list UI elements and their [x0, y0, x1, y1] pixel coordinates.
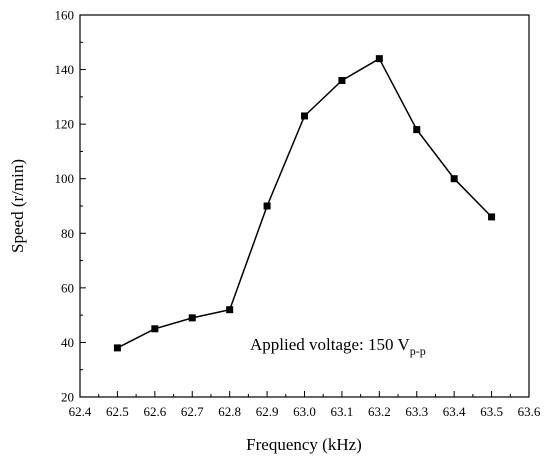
data-point-marker: [488, 213, 496, 221]
x-tick-label: 62.9: [256, 404, 279, 419]
y-tick-label: 120: [55, 117, 75, 132]
y-axis-title: Speed (r/min): [8, 159, 27, 253]
data-point-marker: [375, 55, 383, 63]
x-tick-label: 62.6: [143, 404, 166, 419]
x-tick-label: 62.8: [218, 404, 241, 419]
applied-voltage-annotation: Applied voltage: 150 Vp-p: [250, 335, 426, 358]
series-line: [117, 57, 493, 349]
data-point-marker: [151, 325, 159, 333]
x-tick-label: 62.5: [106, 404, 129, 419]
y-tick-label: 160: [55, 8, 75, 23]
x-tick-label: 63.3: [405, 404, 428, 419]
x-tick-label: 63.0: [293, 404, 316, 419]
y-axis-ticks: 20 40 60 80 100 120 140 160: [55, 8, 86, 405]
annotation-main: Applied voltage: 150 V: [250, 335, 410, 354]
series-markers: [113, 55, 496, 352]
y-tick-label: 100: [55, 171, 75, 186]
x-tick-label: 63.1: [331, 404, 354, 419]
y-tick-label: 40: [61, 335, 74, 350]
x-axis-title: Frequency (kHz): [246, 435, 362, 454]
y-tick-label: 80: [61, 226, 74, 241]
x-axis-ticks: 62.4 62.5 62.6 62.7 62.8 62.9 63.0 63.1 63.2 63.3…: [69, 391, 541, 419]
y-tick-label: 140: [55, 62, 75, 77]
data-point-marker: [450, 175, 458, 183]
x-tick-label: 63.4: [443, 404, 466, 419]
data-point-marker: [413, 126, 421, 134]
x-tick-label: 63.2: [368, 404, 391, 419]
data-point-marker: [226, 306, 234, 314]
x-tick-label: 62.4: [69, 404, 92, 419]
data-point-marker: [113, 344, 121, 352]
annotation-subscript: p-p: [410, 344, 426, 358]
x-tick-label: 63.5: [480, 404, 503, 419]
y-tick-label: 20: [61, 390, 74, 405]
x-tick-label: 62.7: [181, 404, 204, 419]
y-tick-label: 60: [61, 280, 74, 295]
data-point-marker: [338, 76, 346, 84]
data-point-marker: [188, 314, 196, 322]
data-point-marker: [263, 202, 271, 210]
data-point-marker: [301, 112, 308, 120]
x-tick-label: 63.6: [518, 404, 541, 419]
